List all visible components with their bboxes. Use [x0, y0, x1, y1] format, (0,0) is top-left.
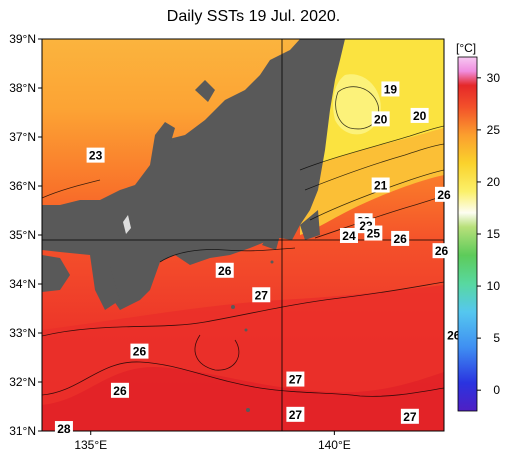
contour-label-text: 26: [393, 232, 407, 246]
contour-label-box: [371, 111, 390, 127]
lat-label: 33°N: [9, 326, 36, 340]
contour-label-box: [215, 262, 234, 278]
lat-label: 38°N: [9, 81, 36, 95]
contour-label: 26: [110, 382, 129, 398]
land-shikoku: [42, 255, 70, 292]
contour-label-text: 26: [113, 384, 127, 398]
colorbar-tick-label: 0: [493, 383, 500, 397]
contour-label-text: 26: [437, 188, 451, 202]
contour-label-text: 19: [384, 82, 398, 96]
contour-label-box: [400, 408, 419, 424]
warm-water-28: [42, 366, 444, 431]
contour-label: 27: [286, 371, 305, 387]
map-title: Daily SSTs 19 Jul. 2020.: [166, 8, 341, 25]
contour-label-text: 20: [413, 109, 427, 123]
contour-label-text: 26: [435, 244, 449, 258]
contour-label: 20: [371, 111, 390, 127]
island: [244, 328, 248, 332]
island: [246, 408, 250, 412]
contour-label: 28: [54, 421, 73, 437]
contour-label: 26: [215, 262, 234, 278]
land-honshu: [42, 39, 345, 310]
contour-label-text: 23: [89, 149, 103, 163]
contour-label-text: 27: [289, 373, 303, 387]
contour-label: 26: [391, 230, 410, 246]
contour-label-box: [391, 230, 410, 246]
contour-label-text: 21: [374, 179, 388, 193]
contour-label-box: [339, 227, 358, 243]
contour-label: 26: [130, 343, 149, 359]
contour-label-box: [130, 343, 149, 359]
lat-label: 35°N: [9, 228, 36, 242]
colorbar-ticks: 30 25 20 15 10 5 0: [477, 71, 500, 397]
contour-label-text: 26: [447, 328, 461, 342]
lake-biwa: [123, 215, 131, 234]
contour-label-box: [54, 421, 73, 437]
contour-label: 24: [339, 227, 358, 243]
contour-label: 27: [286, 406, 305, 422]
lon-label: 140°E: [318, 438, 351, 452]
contour-label-box: [286, 371, 305, 387]
land-kii: [90, 255, 120, 310]
contour-label-text: 20: [374, 112, 388, 126]
colorbar-tick-label: 10: [487, 279, 501, 293]
land-noto: [150, 122, 175, 165]
colorbar-unit: [°C]: [456, 41, 476, 55]
contour-label-box: [252, 287, 271, 303]
colorbar-tick-label: 30: [487, 71, 501, 85]
colorbar: [°C] 30 25 20 15 10 5 0: [456, 41, 500, 412]
colorbar-tick-label: 15: [487, 227, 501, 241]
colorbar-tick-label: 5: [493, 331, 500, 345]
contour-label: 21: [371, 177, 390, 193]
contour-label-text: 27: [289, 408, 303, 422]
island: [270, 260, 274, 264]
contour-label-text: 25: [367, 227, 381, 241]
contour-label-text: 26: [218, 264, 232, 278]
contour-label: 26: [435, 186, 453, 202]
contour-label-box: [371, 177, 390, 193]
longitude-axis: 135°E 140°E: [74, 431, 351, 452]
contour-label: 23: [86, 147, 105, 163]
colorbar-tick-label: 25: [487, 123, 501, 137]
coolest-water-19: [333, 74, 381, 135]
contour-label-text: 26: [133, 345, 147, 359]
contour-label-text: 27: [403, 410, 417, 424]
contour-label: 19: [381, 81, 400, 97]
land-sado: [195, 80, 215, 102]
lon-label: 135°E: [74, 438, 107, 452]
lat-label: 37°N: [9, 130, 36, 144]
lat-label: 39°N: [9, 32, 36, 46]
contour-label: 26: [432, 243, 451, 259]
contour-label: 27: [252, 287, 271, 303]
contour-label-text: 28: [57, 422, 71, 436]
contour-label-box: [410, 107, 429, 123]
colorbar-tick-label: 20: [487, 175, 501, 189]
lat-label: 31°N: [9, 424, 36, 438]
lat-label: 32°N: [9, 375, 36, 389]
contour-labels: 1920202122232425262626262626262327272727…: [54, 81, 463, 437]
lat-label: 36°N: [9, 179, 36, 193]
contour-label-box: [432, 243, 451, 259]
contour-label-box: [381, 81, 400, 97]
island: [231, 305, 235, 309]
contour-label: 27: [400, 408, 419, 424]
contour-label-box: [86, 147, 105, 163]
lat-label: 34°N: [9, 277, 36, 291]
contour-label: 20: [410, 107, 429, 123]
contour-label-box: [286, 406, 305, 422]
contour-label-box: [364, 225, 383, 241]
land-izu: [262, 232, 280, 250]
latitude-axis: 39°N 38°N 37°N 36°N 35°N 34°N 33°N 32°N 31°N: [9, 32, 42, 438]
contour-label: 25: [364, 225, 383, 241]
contour-label-text: 27: [255, 288, 269, 302]
colorbar-gradient: [457, 56, 478, 412]
contour-label-box: [110, 382, 129, 398]
contour-label-box: [435, 186, 453, 202]
contour-label-text: 24: [342, 229, 356, 243]
